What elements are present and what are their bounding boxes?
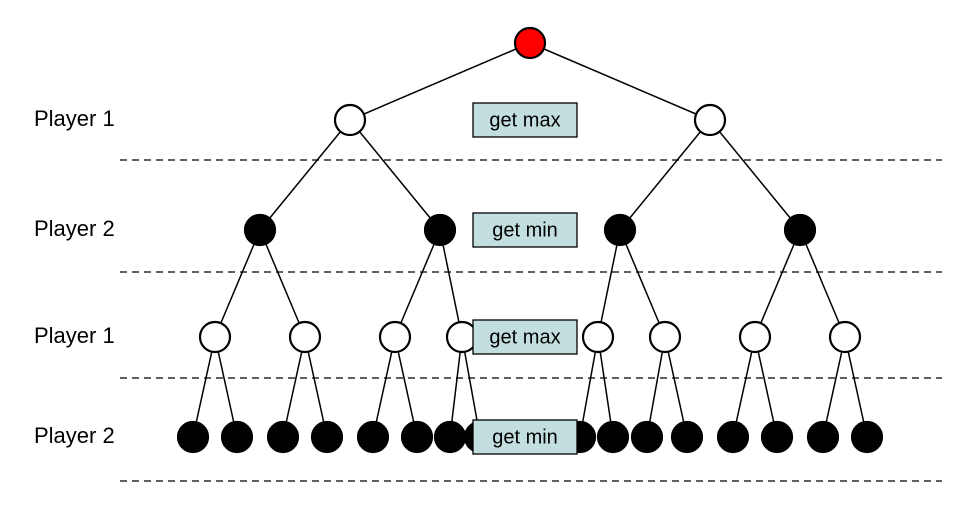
operation-label: get max — [473, 320, 577, 354]
tree-node — [740, 322, 770, 352]
tree-node — [435, 422, 465, 452]
tree-node — [632, 422, 662, 452]
tree-edge — [800, 230, 845, 337]
tree-node — [830, 322, 860, 352]
tree-node — [312, 422, 342, 452]
tree-node — [785, 215, 815, 245]
tree-edge — [755, 230, 800, 337]
tree-node — [380, 322, 410, 352]
tree-edge — [620, 120, 710, 230]
operation-label-text: get min — [492, 426, 558, 448]
tree-node — [335, 105, 365, 135]
tree-node — [598, 422, 628, 452]
operation-label: get min — [473, 213, 577, 247]
tree-edge — [260, 230, 305, 337]
tree-node — [672, 422, 702, 452]
tree-node — [425, 215, 455, 245]
tree-node — [718, 422, 748, 452]
player-row-label: Player 2 — [34, 423, 115, 448]
tree-node — [402, 422, 432, 452]
tree-node — [268, 422, 298, 452]
tree-edge — [215, 230, 260, 337]
tree-node — [650, 322, 680, 352]
tree-node — [515, 28, 545, 58]
operation-label: get min — [473, 420, 577, 454]
operation-labels: get max get min get max get min — [473, 103, 577, 454]
operation-label: get max — [473, 103, 577, 137]
operation-label-text: get max — [489, 326, 560, 348]
operation-label-text: get min — [492, 219, 558, 241]
operation-label-text: get max — [489, 109, 560, 131]
tree-edge — [395, 230, 440, 337]
tree-edge — [598, 230, 620, 337]
player-row-label: Player 1 — [34, 323, 115, 348]
tree-edge — [350, 120, 440, 230]
tree-edge — [620, 230, 665, 337]
tree-node — [695, 105, 725, 135]
tree-edge — [260, 120, 350, 230]
minimax-tree-diagram: get maxget minget maxget min Player 1Pla… — [0, 0, 974, 524]
tree-node — [583, 322, 613, 352]
tree-node — [178, 422, 208, 452]
tree-node — [245, 215, 275, 245]
player-row-label: Player 2 — [34, 216, 115, 241]
tree-edge — [440, 230, 462, 337]
tree-node — [200, 322, 230, 352]
tree-node — [762, 422, 792, 452]
tree-node — [290, 322, 320, 352]
tree-node — [358, 422, 388, 452]
tree-node — [222, 422, 252, 452]
tree-node — [808, 422, 838, 452]
row-labels: Player 1 Player 2 Player 1 Player 2 — [34, 106, 115, 448]
player-row-label: Player 1 — [34, 106, 115, 131]
tree-node — [605, 215, 635, 245]
tree-node — [852, 422, 882, 452]
tree-edge — [710, 120, 800, 230]
